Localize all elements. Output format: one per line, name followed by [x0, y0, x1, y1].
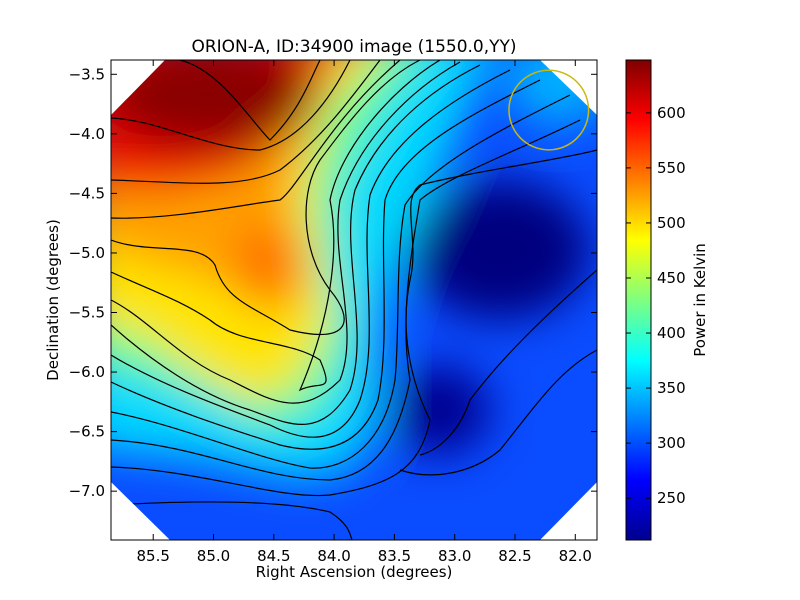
- x-axis: 85.5 85.0 84.5 84.0 83.5 83.0 82.5 82.0: [137, 60, 592, 565]
- y-tick-label: −6.0: [69, 363, 105, 381]
- x-tick-label: 83.5: [378, 547, 411, 565]
- colorbar-frame: [625, 59, 652, 541]
- contour-line: [111, 60, 381, 184]
- colorbar-tick-label: 400: [657, 324, 686, 342]
- y-tick-label: −5.5: [69, 304, 105, 322]
- contour-line: [111, 60, 351, 151]
- x-tick-label: 82.5: [498, 547, 531, 565]
- x-tick-label: 84.5: [257, 547, 290, 565]
- colorbar-tick-label: 600: [657, 104, 686, 122]
- y-tick-label: −5.0: [69, 244, 105, 262]
- contour-line: [111, 64, 481, 425]
- y-axis-label: Declination (degrees): [44, 219, 62, 381]
- beam-circle: [508, 69, 590, 151]
- x-tick-label: 84.0: [317, 547, 350, 565]
- contour-line: [111, 60, 401, 219]
- y-tick-label: −4.0: [69, 125, 105, 143]
- y-tick-label: −4.5: [69, 184, 105, 202]
- y-axis: −3.5 −4.0 −4.5 −5.0 −5.5 −6.0 −6.5 −7.0: [69, 65, 597, 500]
- corner-mask-bottom-right: [540, 482, 597, 540]
- y-tick-label: −7.0: [69, 482, 105, 500]
- colorbar-tick-label: 350: [657, 379, 686, 397]
- colorbar-ticks: 250 300 350 400 450 500 550 600: [626, 104, 686, 507]
- colorbar-tick-label: 300: [657, 434, 686, 452]
- x-tick-label: 85.5: [137, 547, 170, 565]
- field-trough-upper: [410, 180, 590, 320]
- colorbar-tick-label: 550: [657, 159, 686, 177]
- contour-lines: [111, 60, 597, 540]
- field-upper-right-lobe: [505, 60, 597, 125]
- heatmap-field: [111, 60, 597, 480]
- contour-line: [179, 60, 321, 141]
- corner-mask-bottom-left: [111, 482, 170, 540]
- corner-mask-top-right: [540, 60, 597, 115]
- contour-line: [419, 269, 597, 456]
- field-trough-lower: [390, 365, 490, 455]
- x-tick-label: 83.0: [438, 547, 471, 565]
- colorbar: 250 300 350 400 450 500 550 600 Power in Kelvin: [625, 59, 709, 541]
- contour-line: [111, 149, 597, 497]
- colorbar-tick-label: 450: [657, 269, 686, 287]
- field-secondary-peak: [235, 220, 305, 310]
- corner-mask-top-left: [111, 60, 165, 115]
- contour-line: [111, 79, 541, 450]
- contour-line: [111, 60, 421, 335]
- plot-frame: [110, 59, 598, 541]
- colorbar-tick-label: 250: [657, 489, 686, 507]
- colorbar-tick-label: 500: [657, 214, 686, 232]
- colorbar-label: Power in Kelvin: [691, 243, 709, 357]
- contour-line: [111, 501, 353, 540]
- contour-line: [399, 349, 597, 476]
- x-axis-label: Right Ascension (degrees): [256, 563, 453, 581]
- y-tick-label: −3.5: [69, 65, 105, 83]
- plot-area: [111, 60, 597, 540]
- x-tick-label: 82.0: [559, 547, 592, 565]
- chart-title: ORION-A, ID:34900 image (1550.0,YY): [191, 37, 516, 57]
- x-tick-label: 85.0: [197, 547, 230, 565]
- contour-line: [111, 94, 571, 469]
- contour-line: [111, 60, 441, 392]
- colorbar-gradient: [626, 60, 651, 540]
- contour-line: [111, 69, 511, 438]
- contour-line: [111, 61, 461, 404]
- y-tick-label: −6.5: [69, 423, 105, 441]
